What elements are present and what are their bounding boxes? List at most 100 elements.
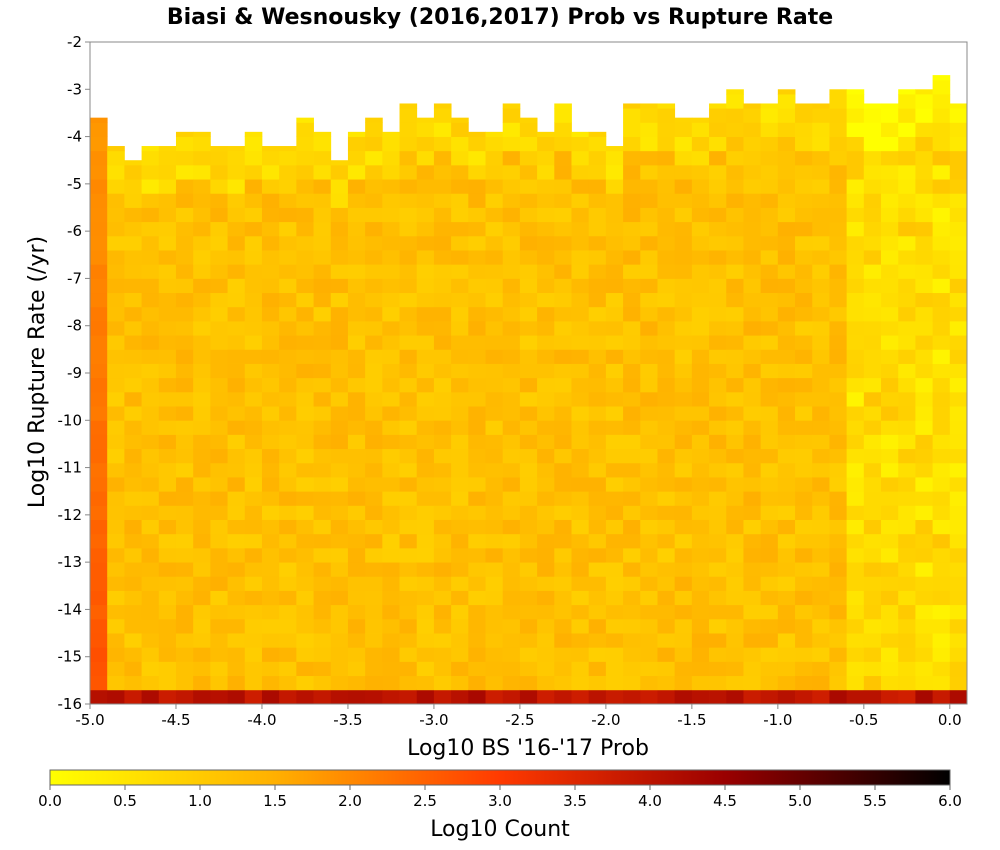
heatmap-cell: [537, 562, 555, 577]
heatmap-cell: [468, 193, 486, 208]
heatmap-cell: [141, 377, 160, 393]
heatmap-cell: [485, 131, 504, 137]
heatmap-cell: [107, 391, 125, 407]
heatmap-cell: [657, 335, 676, 350]
heatmap-cell: [898, 420, 916, 435]
heatmap-cell: [175, 505, 194, 520]
heatmap-cell: [657, 320, 676, 336]
heatmap-cell: [674, 250, 693, 265]
heatmap-cell: [279, 448, 297, 464]
y-tick-label: -5: [67, 175, 82, 193]
heatmap-cell: [451, 590, 469, 606]
heatmap-cell: [760, 604, 779, 620]
heatmap-cell: [416, 278, 435, 294]
heatmap-cell: [433, 618, 452, 634]
heatmap-cell: [468, 689, 486, 705]
heatmap-cell: [537, 491, 555, 506]
heatmap-cell: [485, 505, 504, 520]
heatmap-cell: [485, 590, 504, 606]
heatmap-cell: [451, 576, 469, 591]
heatmap-cell: [898, 235, 916, 251]
heatmap-cell: [416, 117, 435, 123]
heatmap-cell: [210, 278, 228, 294]
heatmap-cell: [382, 193, 400, 208]
heatmap-cell: [640, 533, 658, 549]
heatmap-cell: [90, 689, 108, 705]
heatmap-cell: [932, 235, 951, 251]
heatmap-cell: [124, 448, 142, 464]
heatmap-cell: [175, 533, 194, 549]
heatmap-cell: [949, 420, 968, 435]
heatmap-cell: [829, 406, 848, 421]
heatmap-cell: [812, 235, 830, 251]
heatmap-cell: [949, 661, 968, 677]
heatmap-cell: [760, 661, 779, 677]
heatmap-cell: [949, 618, 968, 634]
heatmap-cell: [726, 179, 744, 194]
heatmap-cell: [227, 193, 246, 208]
heatmap-cell: [244, 391, 263, 407]
heatmap-cell: [812, 604, 830, 620]
heatmap-cell: [244, 462, 263, 478]
heatmap-cell: [519, 434, 538, 450]
heatmap-cell: [571, 633, 590, 648]
heatmap-cell: [726, 604, 744, 620]
heatmap-cell: [726, 533, 744, 549]
heatmap-cell: [812, 477, 830, 492]
heatmap-cell: [915, 377, 934, 393]
heatmap-cell: [519, 491, 538, 506]
heatmap-cell: [433, 136, 452, 152]
heatmap-cell: [760, 377, 779, 393]
heatmap-cell: [107, 576, 125, 591]
heatmap-cell: [296, 675, 314, 691]
heatmap-cell: [210, 576, 228, 591]
heatmap-cell: [743, 675, 762, 691]
heatmap-cell: [812, 207, 830, 223]
heatmap-cell: [777, 377, 796, 393]
heatmap-cell: [330, 448, 349, 464]
heatmap-cell: [468, 377, 486, 393]
heatmap-cell: [244, 131, 263, 137]
colorbar: [49, 769, 951, 786]
heatmap-cell: [193, 207, 211, 223]
heatmap-cell: [949, 377, 968, 393]
heatmap-cell: [313, 278, 332, 294]
heatmap-cell: [657, 576, 676, 591]
heatmap-cell: [382, 320, 400, 336]
heatmap-cell: [141, 604, 160, 620]
heatmap-cell: [812, 590, 830, 606]
heatmap-cell: [554, 306, 572, 322]
heatmap-cell: [760, 576, 779, 591]
heatmap-cell: [399, 179, 418, 194]
heatmap-cell: [881, 278, 899, 294]
heatmap-cell: [571, 689, 590, 705]
heatmap-cell: [382, 250, 400, 265]
heatmap-cell: [932, 363, 951, 379]
heatmap-cell: [881, 108, 899, 123]
heatmap-cell: [743, 633, 762, 648]
heatmap-cell: [433, 335, 452, 350]
heatmap-cell: [554, 675, 572, 691]
heatmap-cell: [554, 320, 572, 336]
heatmap-cell: [227, 391, 246, 407]
heatmap-cell: [451, 117, 469, 123]
heatmap-cell: [812, 136, 830, 152]
heatmap-cell: [657, 675, 676, 691]
heatmap-cell: [347, 434, 366, 450]
heatmap-cell: [605, 349, 624, 364]
heatmap-cell: [107, 320, 125, 336]
heatmap-cell: [227, 590, 246, 606]
heatmap-cell: [502, 505, 521, 520]
heatmap-cell: [691, 647, 710, 662]
heatmap-cell: [657, 264, 676, 279]
heatmap-cell: [451, 264, 469, 279]
heatmap-cell: [674, 320, 693, 336]
heatmap-cell: [451, 491, 469, 506]
heatmap-cell: [365, 292, 383, 308]
heatmap-cell: [760, 505, 779, 520]
y-tick-label: -3: [67, 80, 82, 98]
heatmap-cell: [210, 604, 228, 620]
heatmap-cells: [90, 75, 968, 705]
heatmap-cell: [502, 618, 521, 634]
heatmap-cell: [881, 103, 899, 109]
